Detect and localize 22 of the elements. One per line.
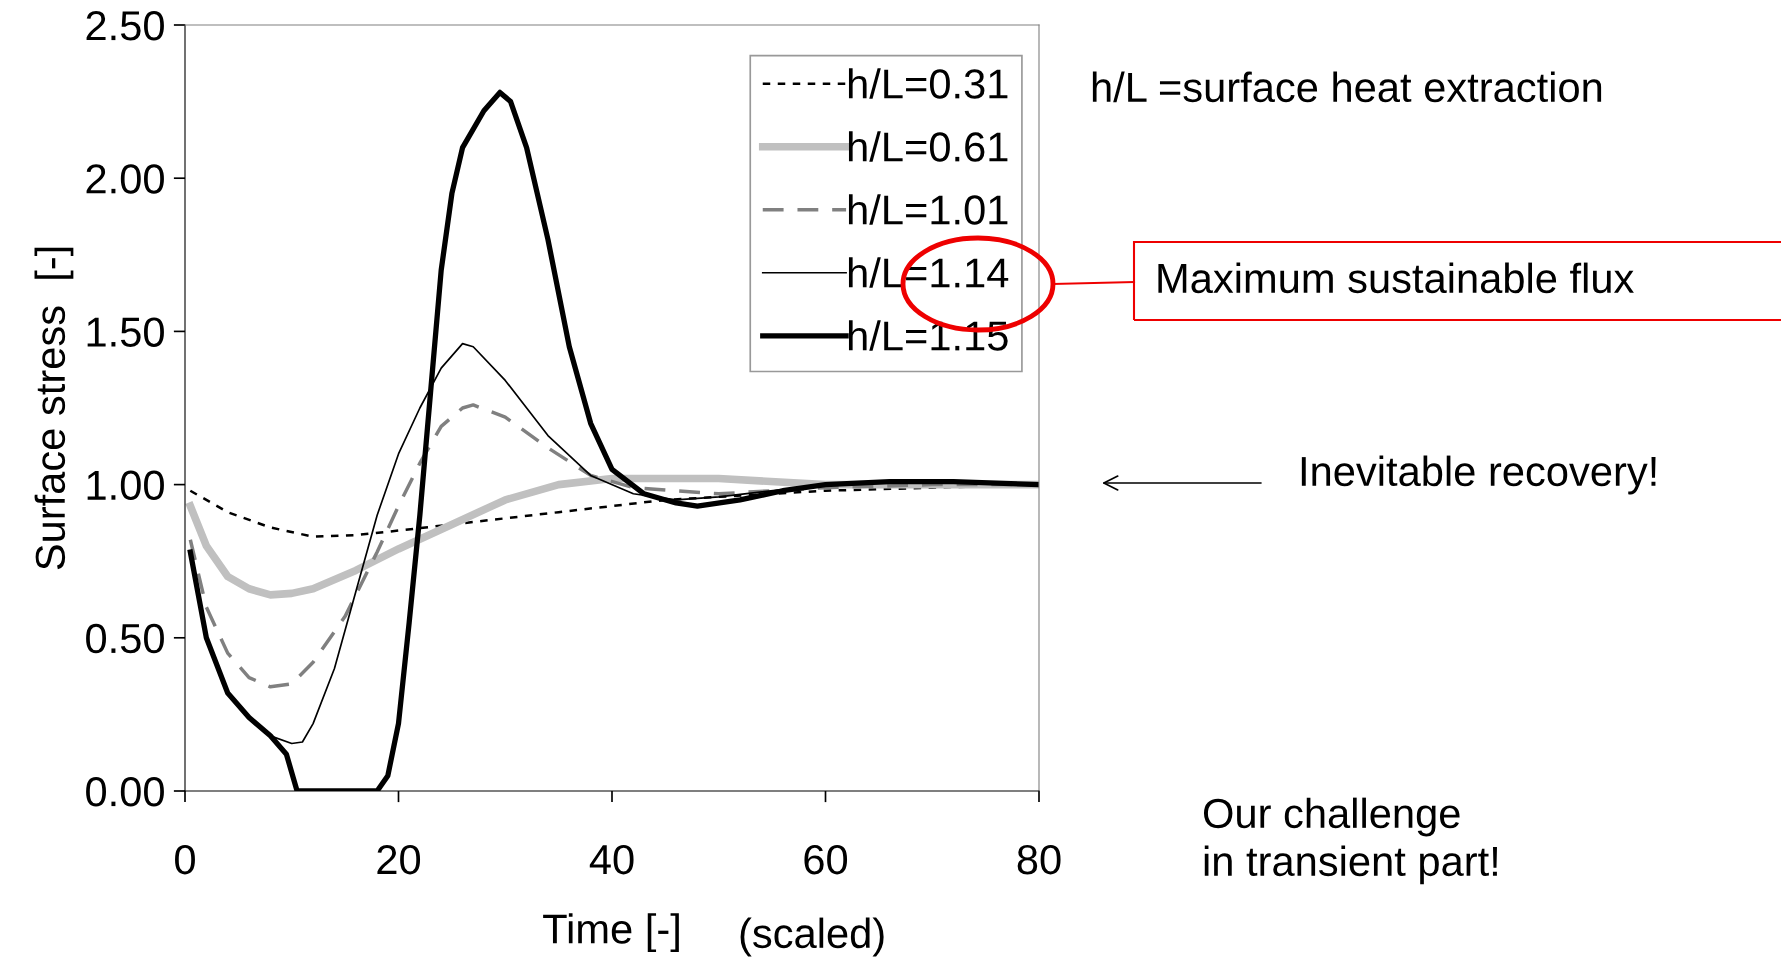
x-tick-label: 20 bbox=[377, 844, 421, 875]
y-tick-label: 0.00 bbox=[86, 777, 164, 807]
y-tick-label: 1.00 bbox=[87, 470, 164, 501]
legend-label: h/L=1.01 bbox=[848, 194, 1008, 225]
y-tick-label: 0.50 bbox=[86, 623, 164, 654]
text: (scaled) bbox=[740, 917, 884, 957]
y-tick-label: 1.50 bbox=[87, 317, 164, 347]
x-tick-label: 0 bbox=[175, 844, 195, 875]
text: Inevitable recovery! bbox=[1301, 455, 1656, 495]
x-tick-label: 40 bbox=[589, 844, 634, 875]
text: Maximum sustainable flux bbox=[1158, 262, 1634, 294]
y-axis-title: Surface stress [-] bbox=[34, 247, 74, 570]
x-tick-label: 60 bbox=[804, 844, 848, 875]
legend-label: h/L=0.61 bbox=[848, 131, 1008, 162]
x-axis-title: Time [-] bbox=[543, 913, 679, 953]
x-tick-label: 80 bbox=[1017, 844, 1061, 875]
legend-label: h/L=0.31 bbox=[848, 68, 1008, 99]
text: Our challenge in transient part! bbox=[1203, 797, 1497, 885]
y-tick-label: 2.00 bbox=[86, 164, 164, 194]
y-tick-label: 2.50 bbox=[86, 11, 164, 41]
legend-label: h/L=1.15 bbox=[848, 320, 1008, 351]
text: h/L =surface heat extraction bbox=[1092, 71, 1602, 103]
